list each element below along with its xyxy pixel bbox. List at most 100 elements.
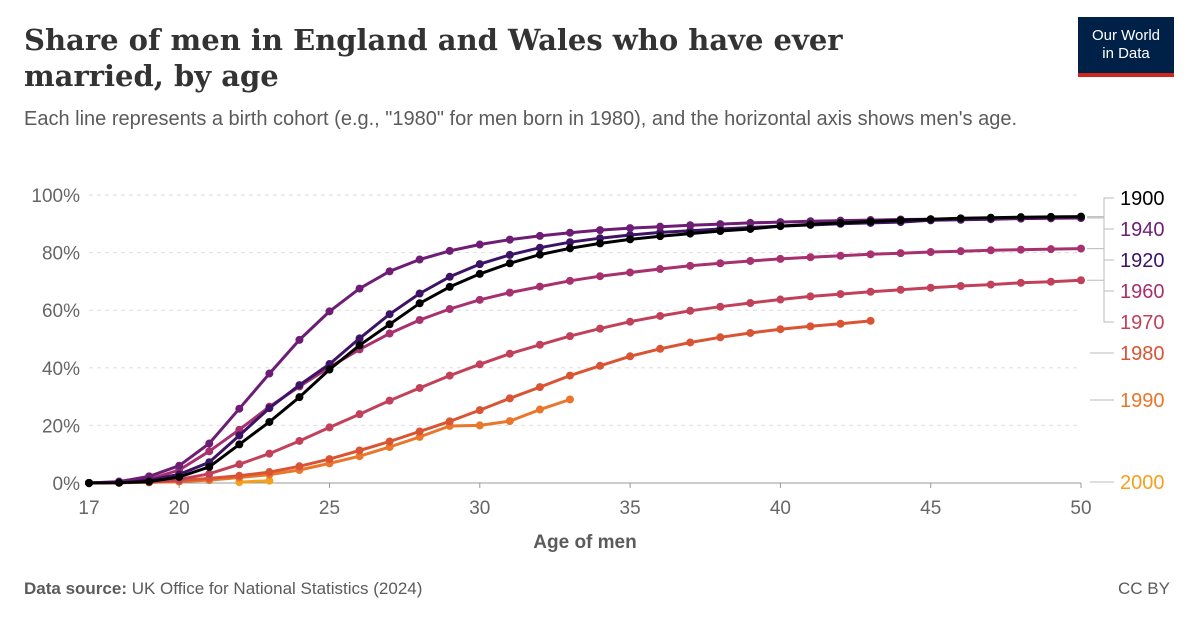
- data-point-1990[interactable]: [505, 417, 514, 426]
- data-point-1970[interactable]: [746, 299, 755, 307]
- data-point-1970[interactable]: [535, 340, 544, 349]
- data-point-1940[interactable]: [325, 307, 334, 316]
- data-point-1970[interactable]: [776, 295, 785, 304]
- data-point-1970[interactable]: [686, 306, 695, 315]
- data-point-1960[interactable]: [385, 329, 394, 338]
- data-point-1960[interactable]: [1046, 245, 1055, 254]
- data-point-1980[interactable]: [746, 328, 755, 337]
- data-point-1900[interactable]: [235, 440, 244, 449]
- data-point-1970[interactable]: [956, 282, 965, 291]
- series-1900[interactable]: [85, 212, 1085, 487]
- data-point-1980[interactable]: [265, 468, 274, 477]
- series-label-1960[interactable]: 1960: [1120, 281, 1165, 303]
- data-point-1920[interactable]: [295, 381, 304, 390]
- series-label-1980[interactable]: 1980: [1120, 343, 1165, 365]
- data-point-1900[interactable]: [866, 217, 875, 226]
- series-line-1980[interactable]: [88, 319, 871, 485]
- data-point-1940[interactable]: [716, 220, 725, 229]
- data-point-1900[interactable]: [415, 299, 424, 308]
- data-point-1980[interactable]: [565, 371, 574, 380]
- data-point-1970[interactable]: [235, 460, 244, 469]
- data-point-1980[interactable]: [385, 437, 394, 446]
- data-point-1900[interactable]: [175, 472, 184, 481]
- data-point-1900[interactable]: [355, 341, 364, 350]
- data-point-1900[interactable]: [806, 220, 815, 229]
- data-point-1970[interactable]: [716, 302, 725, 311]
- data-point-1920[interactable]: [385, 310, 394, 319]
- data-point-1960[interactable]: [1077, 244, 1085, 253]
- data-point-1970[interactable]: [475, 360, 484, 369]
- data-point-1920[interactable]: [415, 289, 424, 298]
- series-label-1970[interactable]: 1970: [1120, 312, 1165, 334]
- data-point-1900[interactable]: [986, 213, 995, 222]
- series-line-1960[interactable]: [88, 247, 1082, 485]
- data-point-1920[interactable]: [445, 272, 454, 281]
- data-point-1900[interactable]: [896, 216, 905, 225]
- data-point-1960[interactable]: [626, 268, 635, 277]
- data-point-1970[interactable]: [415, 383, 424, 392]
- data-point-1940[interactable]: [505, 235, 514, 244]
- data-point-1960[interactable]: [475, 295, 484, 304]
- data-point-1900[interactable]: [295, 393, 304, 402]
- data-point-1900[interactable]: [686, 229, 695, 238]
- data-point-1970[interactable]: [1077, 276, 1085, 285]
- series-label-1900[interactable]: 1900: [1120, 188, 1165, 210]
- data-point-1980[interactable]: [686, 338, 695, 347]
- data-point-1980[interactable]: [776, 325, 785, 334]
- data-point-1900[interactable]: [325, 365, 334, 374]
- data-point-1960[interactable]: [565, 276, 574, 285]
- data-point-1980[interactable]: [295, 462, 304, 471]
- license-link[interactable]: CC BY: [1118, 579, 1170, 598]
- data-point-1980[interactable]: [505, 394, 514, 403]
- data-point-1960[interactable]: [866, 250, 875, 259]
- data-point-1900[interactable]: [776, 222, 785, 231]
- data-point-1900[interactable]: [1016, 213, 1025, 222]
- data-point-1940[interactable]: [415, 255, 424, 264]
- data-point-1900[interactable]: [565, 244, 574, 253]
- data-point-1970[interactable]: [626, 317, 635, 326]
- data-point-1960[interactable]: [926, 248, 935, 257]
- data-point-1990[interactable]: [535, 405, 544, 414]
- data-point-1900[interactable]: [596, 239, 605, 248]
- data-point-1940[interactable]: [385, 267, 394, 276]
- owid-logo[interactable]: Our World in Data: [1078, 17, 1174, 77]
- data-point-1970[interactable]: [926, 283, 935, 292]
- data-point-1940[interactable]: [746, 218, 755, 227]
- data-point-1920[interactable]: [535, 243, 544, 252]
- data-point-1970[interactable]: [836, 290, 845, 299]
- data-point-1920[interactable]: [565, 238, 574, 247]
- data-point-1940[interactable]: [235, 404, 244, 413]
- data-point-1900[interactable]: [85, 479, 93, 487]
- series-1970[interactable]: [85, 276, 1085, 487]
- data-point-1940[interactable]: [175, 461, 184, 470]
- data-point-1940[interactable]: [596, 226, 605, 235]
- data-point-1970[interactable]: [806, 292, 815, 301]
- series-line-1970[interactable]: [88, 278, 1082, 485]
- data-point-1990[interactable]: [475, 421, 484, 430]
- data-point-1980[interactable]: [475, 406, 484, 415]
- data-point-1980[interactable]: [596, 361, 605, 370]
- data-point-1900[interactable]: [475, 269, 484, 278]
- data-point-1960[interactable]: [1016, 245, 1025, 254]
- data-point-1920[interactable]: [235, 431, 244, 440]
- series-line-1990[interactable]: [88, 398, 571, 485]
- data-point-1900[interactable]: [265, 417, 274, 426]
- data-point-1920[interactable]: [505, 250, 514, 259]
- data-point-1960[interactable]: [986, 246, 995, 255]
- data-point-1970[interactable]: [445, 371, 454, 380]
- data-point-1970[interactable]: [505, 349, 514, 358]
- data-point-1970[interactable]: [896, 285, 905, 294]
- data-point-1900[interactable]: [656, 232, 665, 241]
- data-point-2000[interactable]: [265, 476, 274, 485]
- data-point-1940[interactable]: [686, 221, 695, 230]
- data-point-1980[interactable]: [535, 383, 544, 392]
- data-point-1960[interactable]: [415, 315, 424, 324]
- data-point-1900[interactable]: [145, 477, 154, 486]
- data-point-1960[interactable]: [205, 447, 214, 456]
- series-line-2000[interactable]: [239, 479, 270, 484]
- data-point-1900[interactable]: [626, 235, 635, 244]
- data-point-1960[interactable]: [746, 256, 755, 265]
- data-point-1980[interactable]: [355, 446, 364, 455]
- data-point-1920[interactable]: [475, 260, 484, 269]
- data-point-1970[interactable]: [656, 311, 665, 320]
